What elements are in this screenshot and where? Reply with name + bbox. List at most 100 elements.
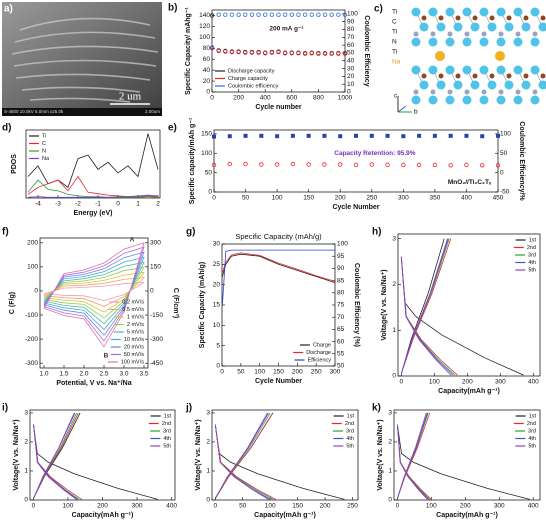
legend-label: 20 mV/s [124, 344, 144, 350]
series-line [400, 238, 454, 376]
marker [464, 162, 469, 168]
marker [354, 133, 358, 138]
legend-label: 10 mV/s [124, 337, 144, 343]
series-line [43, 256, 145, 331]
atom-c [523, 15, 529, 21]
marker [289, 50, 294, 56]
y2-tick-label: 150 [150, 264, 161, 271]
atom-ti [487, 22, 497, 32]
series-line [43, 261, 145, 325]
y-tick-label: 3 [206, 410, 210, 417]
atom-ti [487, 80, 497, 90]
marker [282, 50, 288, 56]
y2-axis-label: Coulombic Efficiency/% [518, 121, 525, 201]
legend-label: 5th [346, 443, 354, 449]
x-tick-label: 150 [303, 195, 314, 202]
y-tick-label: 1 [392, 327, 396, 334]
legend-label: 100 mV/s [121, 359, 144, 365]
x-tick-label: 400 [528, 503, 539, 510]
series-line [400, 238, 452, 376]
y-axis-label: Voltage(V vs. Na/Na⁺) [13, 419, 20, 490]
marker [290, 133, 295, 138]
marker [432, 162, 438, 168]
x-tick-label: 400 [260, 95, 271, 102]
marker [385, 133, 390, 138]
sem-layers [11, 17, 159, 103]
plot-frame [211, 409, 359, 501]
y2-tick-label: 70 [347, 34, 355, 41]
x-tick-label: 3.0 [119, 371, 128, 378]
x-tick-label: 350 [429, 195, 440, 202]
y2-tick-label: 100 [337, 241, 348, 248]
y2-tick-label: 60 [347, 42, 355, 49]
atom-ti [445, 65, 455, 75]
marker [296, 50, 301, 56]
y-tick-label: -100 [25, 312, 38, 319]
x-tick-label: 200 [460, 503, 471, 510]
y2-tick-label: 75 [337, 302, 345, 309]
marker [256, 12, 261, 17]
series-line [400, 238, 458, 376]
y2-tick-label: 100 [500, 131, 511, 138]
panel-label: d) [2, 123, 11, 134]
atom-ti [445, 95, 455, 105]
x-tick-label: 200 [320, 503, 331, 510]
atom-c [421, 73, 427, 79]
atom-ti [496, 7, 506, 17]
x-tick-label: 100 [265, 503, 276, 510]
y-tick-label: 2 [206, 439, 210, 446]
atom-c [455, 73, 461, 79]
x-axis-label: Cycle Number [332, 204, 379, 211]
y-tick-label: 2 [388, 439, 392, 446]
x-tick-label: 1.5 [59, 371, 68, 378]
y-tick-label: 100 [27, 264, 38, 271]
x-tick-label: 1000 [338, 95, 353, 102]
marker [243, 161, 248, 167]
atom-n [515, 89, 521, 95]
atom-ti [530, 95, 540, 105]
marker [342, 12, 348, 17]
series-line [222, 252, 336, 282]
legend-label: 1st [529, 413, 537, 419]
legend-label: Efficiency [308, 357, 332, 363]
marker [309, 50, 314, 56]
marker [385, 162, 390, 168]
atom-c [438, 15, 444, 21]
series-line [33, 412, 77, 500]
atom-na [435, 51, 445, 61]
axis-arrow [397, 105, 407, 113]
x-tick-label: 300 [494, 503, 505, 510]
series-line [214, 412, 269, 500]
sem-background [2, 2, 162, 116]
marker [316, 51, 321, 56]
atom-n [481, 89, 487, 95]
panel-label: a) [4, 4, 13, 15]
atom-ti [479, 7, 489, 17]
x-tick-label: 300 [495, 379, 506, 386]
marker [209, 13, 215, 18]
y2-tick-label: 40 [347, 57, 355, 64]
layer-label: Ti [392, 49, 397, 56]
plot-frame [25, 129, 161, 199]
y2-axis-label: Coulombic Efficiency [363, 15, 370, 86]
x-tick-label: 2.5 [99, 371, 108, 378]
x-tick-label: 150 [273, 369, 284, 376]
atom-n [413, 31, 419, 37]
marker [322, 51, 328, 56]
marker [322, 133, 327, 138]
marker [212, 134, 216, 139]
y2-axis-label: Coulombic Efficiency (%) [353, 263, 360, 347]
atom-ti [436, 80, 446, 90]
x-tick-label: 150 [292, 503, 303, 510]
series-line [43, 246, 145, 342]
y2-tick-label: -300 [150, 336, 163, 343]
panel-label: j) [185, 403, 192, 414]
y2-tick-label: 50 [500, 150, 508, 157]
series-line [400, 238, 524, 376]
atom-ti [521, 22, 531, 32]
marker [216, 12, 221, 17]
series-line [33, 412, 158, 500]
y-tick-label: 1 [24, 468, 28, 475]
series-line [43, 276, 146, 307]
x-tick-label: 300 [330, 369, 341, 376]
